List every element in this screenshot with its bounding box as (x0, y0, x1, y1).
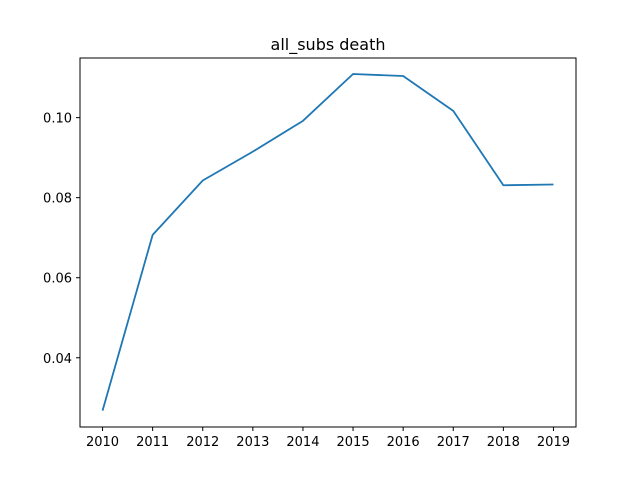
x-tick-label: 2017 (437, 435, 470, 450)
x-tick-label: 2011 (136, 435, 169, 450)
y-axis: 0.04 0.06 0.08 0.10 (43, 112, 80, 367)
plot-area-frame (79, 57, 577, 428)
y-tick-label: 0.08 (43, 192, 72, 207)
x-tick-label: 2015 (337, 435, 370, 450)
x-tick-label: 2013 (236, 435, 269, 450)
x-tick-label: 2010 (86, 435, 119, 450)
x-tick-label: 2016 (387, 435, 420, 450)
x-axis: 2010 2011 2012 2013 2014 2015 2016 2017 2018 2019 (86, 427, 570, 450)
x-tick-label: 2018 (487, 435, 520, 450)
x-tick-label: 2012 (186, 435, 219, 450)
x-tick-label: 2014 (286, 435, 319, 450)
y-tick-label: 0.10 (43, 112, 72, 127)
y-tick-label: 0.04 (43, 352, 72, 367)
plot-series (101, 73, 554, 411)
x-tick-label: 2019 (537, 435, 570, 450)
series-line (101, 73, 554, 411)
y-tick-label: 0.06 (43, 272, 72, 287)
chart-title: all_subs death (271, 35, 386, 55)
